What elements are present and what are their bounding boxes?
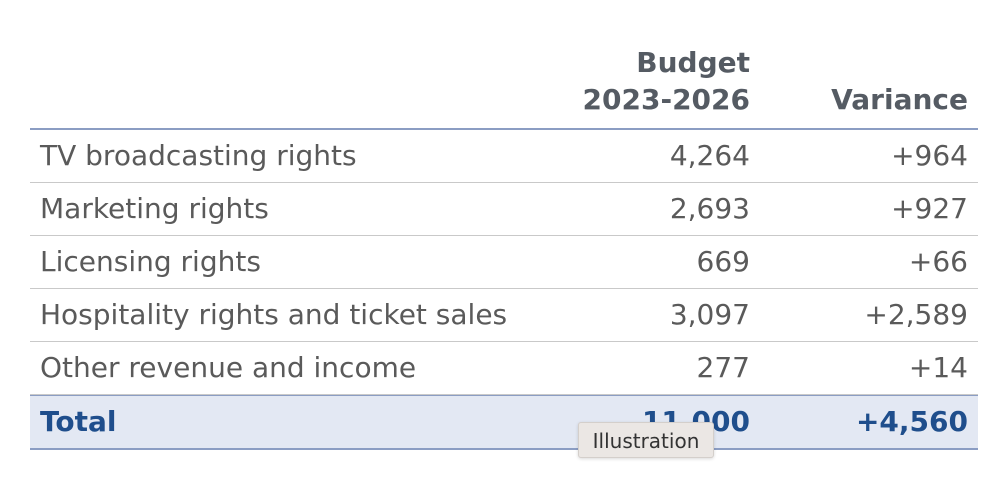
budget-header-line1: Budget — [636, 46, 750, 79]
table-row: Licensing rights 669 +66 — [30, 236, 978, 289]
row-label: Other revenue and income — [40, 351, 417, 384]
row-label: Hospitality rights and ticket sales — [40, 298, 508, 331]
table-row: TV broadcasting rights 4,264 +964 — [30, 130, 978, 183]
budget-header-line2: 2023-2026 — [582, 83, 750, 116]
variance-column-header: Variance — [831, 83, 968, 116]
row-budget: 4,264 — [669, 139, 750, 172]
row-budget: 277 — [696, 351, 750, 384]
illustration-tooltip: Illustration — [578, 422, 714, 458]
total-label: Total — [40, 405, 117, 438]
total-row: Total 11,000 +4,560 — [30, 395, 978, 450]
table-header: Budget 2023-2026 Variance — [30, 0, 978, 130]
total-variance: +4,560 — [855, 405, 968, 438]
row-budget: 3,097 — [669, 298, 750, 331]
row-budget: 2,693 — [669, 192, 750, 225]
row-variance: +14 — [908, 351, 968, 384]
table-row: Other revenue and income 277 +14 — [30, 342, 978, 395]
row-label: Licensing rights — [40, 245, 261, 278]
row-label: Marketing rights — [40, 192, 269, 225]
row-variance: +927 — [891, 192, 968, 225]
table-row: Hospitality rights and ticket sales 3,09… — [30, 289, 978, 342]
row-label: TV broadcasting rights — [40, 139, 357, 172]
table-row: Marketing rights 2,693 +927 — [30, 183, 978, 236]
row-variance: +2,589 — [864, 298, 968, 331]
revenue-table: Budget 2023-2026 Variance TV broadcastin… — [30, 0, 978, 450]
budget-column-header: Budget 2023-2026 — [490, 44, 750, 118]
row-variance: +66 — [908, 245, 968, 278]
row-budget: 669 — [696, 245, 750, 278]
row-variance: +964 — [891, 139, 968, 172]
